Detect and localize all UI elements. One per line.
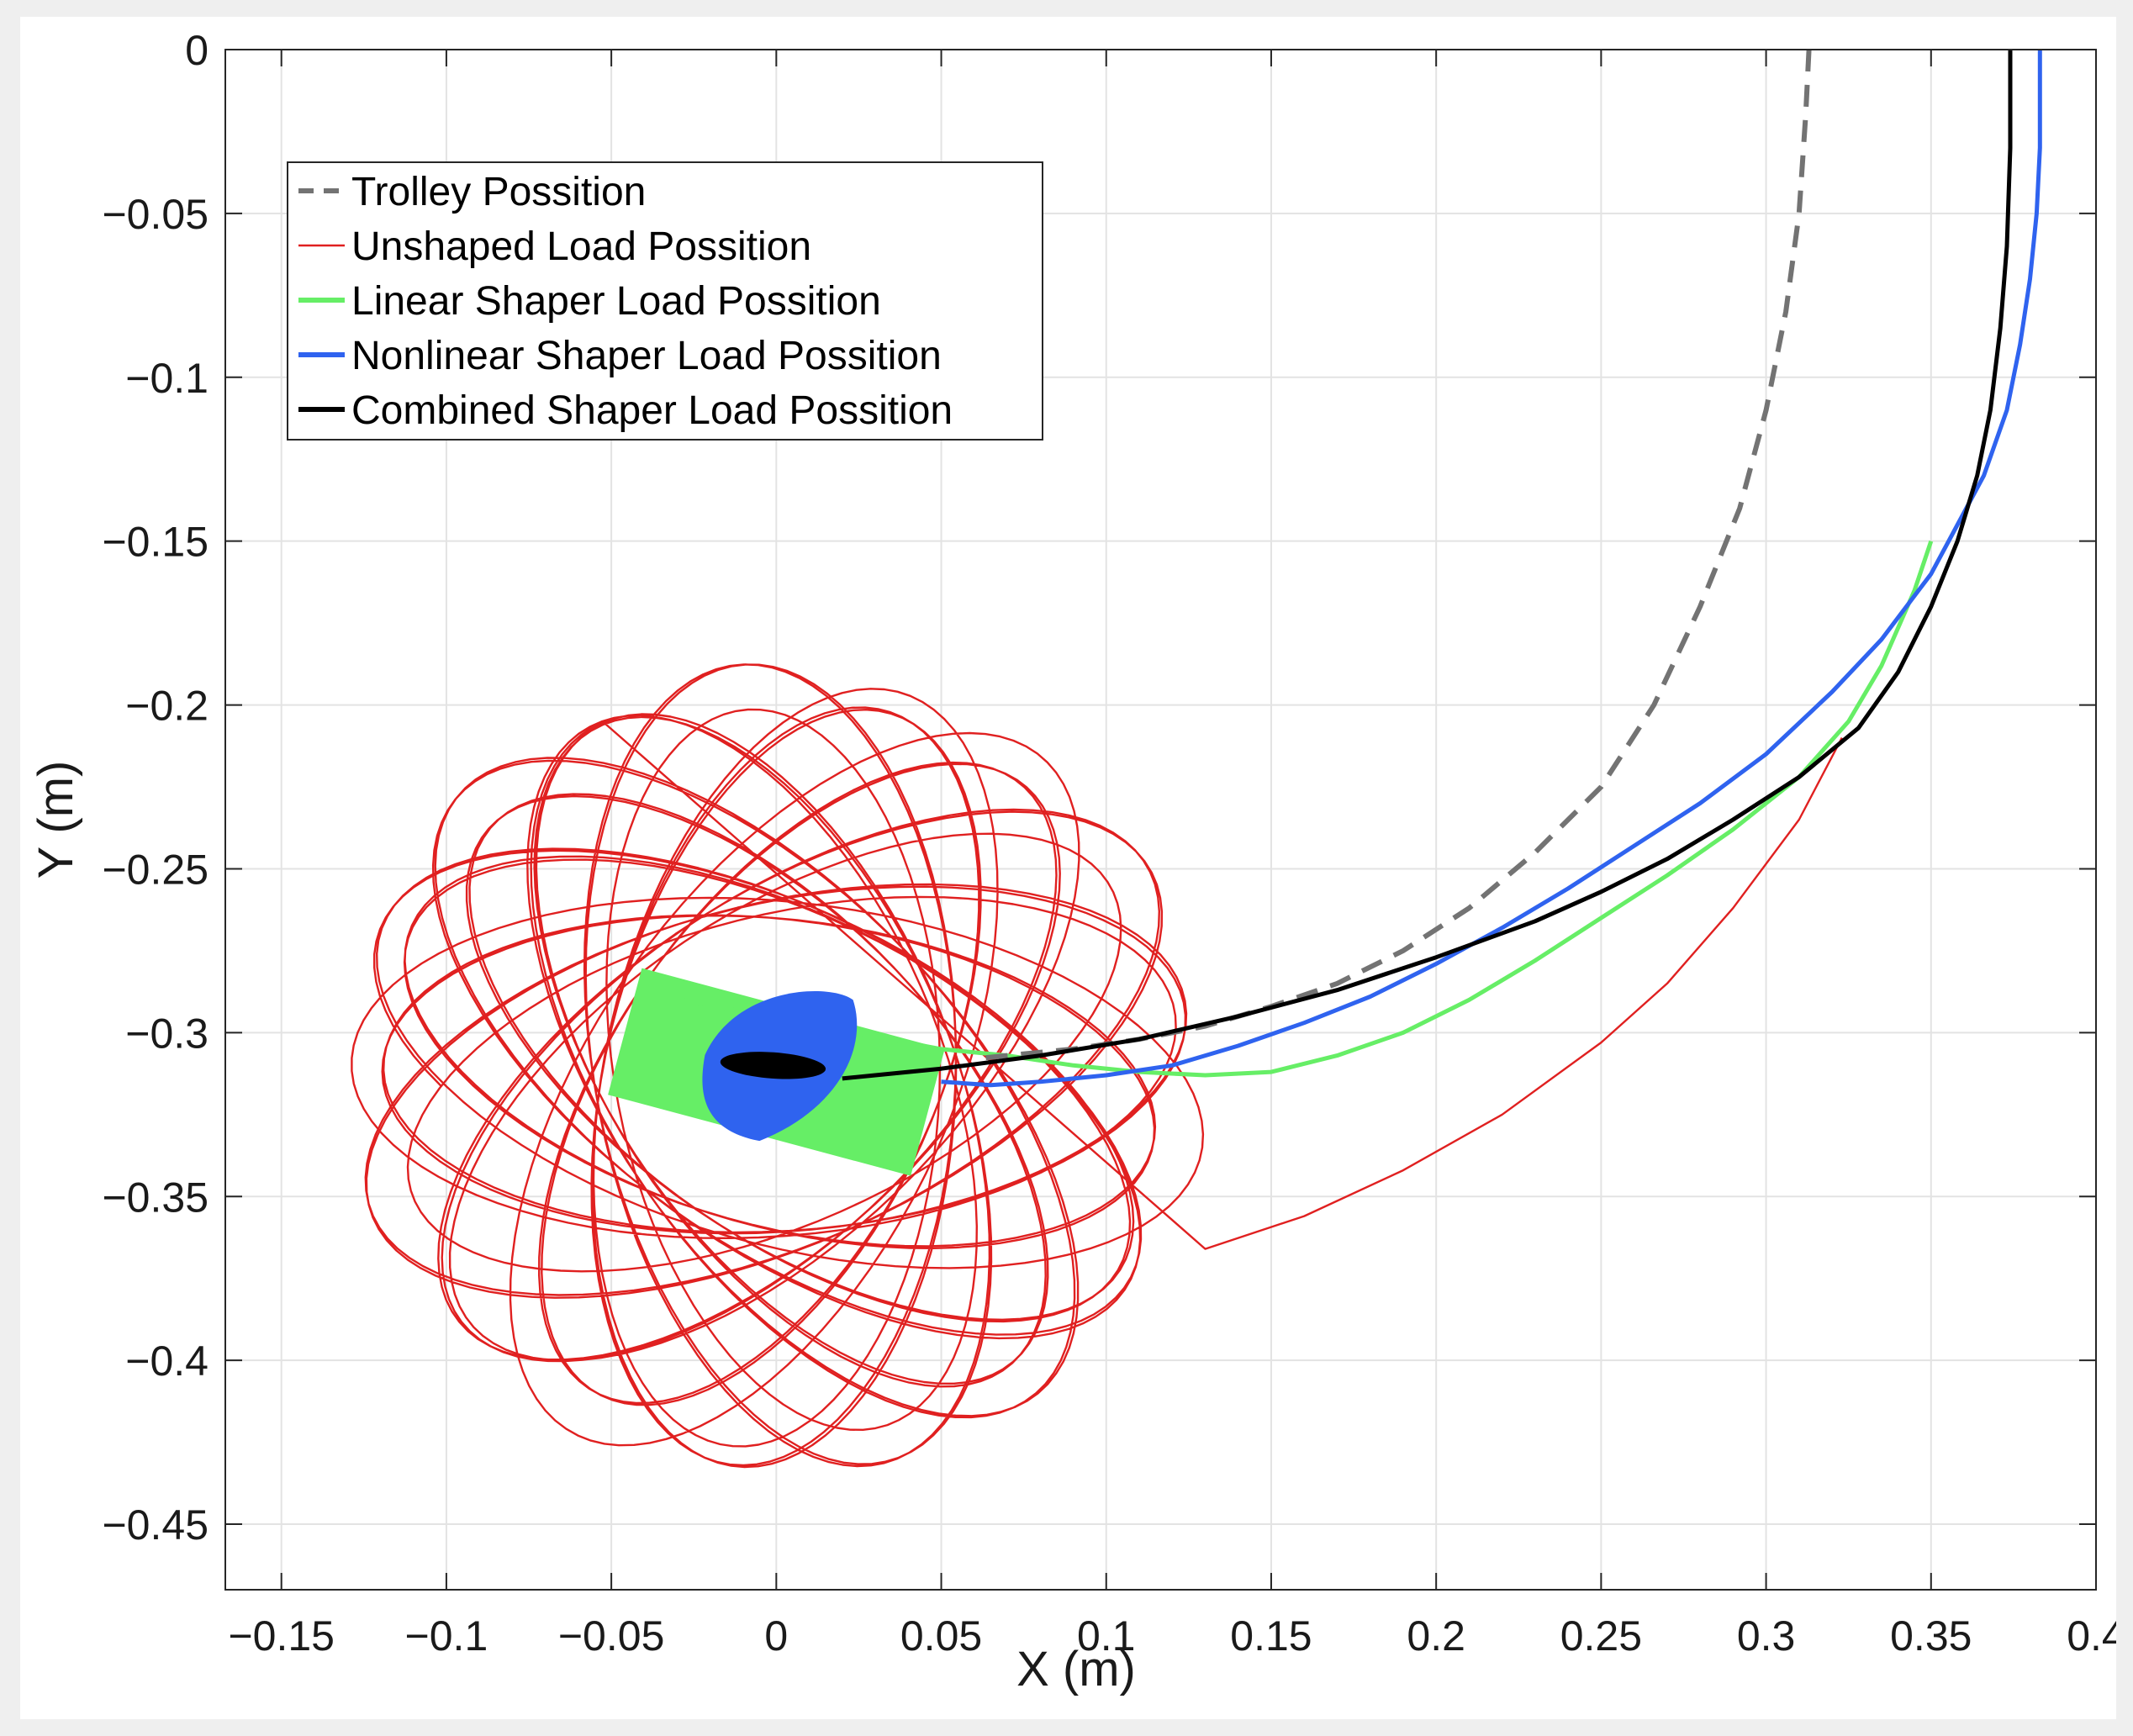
x-tick-label: 0.2 xyxy=(1407,1612,1465,1659)
x-tick-label: −0.15 xyxy=(228,1612,335,1659)
legend: Trolley Possition Unshaped Load Possitio… xyxy=(287,161,1043,441)
x-tick-label: 0.15 xyxy=(1230,1612,1312,1659)
x-tick-label: −0.1 xyxy=(405,1612,488,1659)
legend-entry-unshaped: Unshaped Load Possition xyxy=(298,224,811,269)
y-tick-label: −0.1 xyxy=(125,355,209,402)
y-tick-label: −0.45 xyxy=(102,1501,209,1549)
figure-panel: −0.15 −0.1 −0.05 0 0.05 0.1 0.15 0.2 0.25 0.3 0.35… xyxy=(20,17,2116,1719)
legend-label-linear: Linear Shaper Load Possition xyxy=(351,279,881,324)
legend-entry-linear: Linear Shaper Load Possition xyxy=(298,279,881,324)
plot-frame xyxy=(224,49,2097,1591)
y-tick-label: −0.2 xyxy=(125,683,209,730)
legend-label-unshaped: Unshaped Load Possition xyxy=(351,224,811,269)
ticks: −0.15 −0.1 −0.05 0 0.05 0.1 0.15 0.2 0.25 0.3 0.35… xyxy=(102,27,2116,1659)
series-trolley-line xyxy=(974,49,1812,1062)
series-combined-load-line xyxy=(842,50,2013,1081)
series-linear-load-line xyxy=(682,540,1934,1078)
position-chart: −0.15 −0.1 −0.05 0 0.05 0.1 0.15 0.2 0.25 0.3 0.35… xyxy=(29,27,2116,1696)
y-tick-label: −0.4 xyxy=(125,1338,209,1385)
legend-entry-trolley: Trolley Possition xyxy=(298,170,646,214)
y-tick-label: −0.05 xyxy=(102,191,209,238)
legend-label-combined: Combined Shaper Load Possition xyxy=(351,388,953,433)
x-tick-label: 0 xyxy=(764,1612,788,1659)
y-axis-title: Y (m) xyxy=(29,761,83,879)
y-tick-label: −0.35 xyxy=(102,1174,209,1221)
x-tick-label: 0.3 xyxy=(1737,1612,1796,1659)
legend-label-nonlinear: Nonlinear Shaper Load Possition xyxy=(351,334,942,378)
legend-entry-nonlinear: Nonlinear Shaper Load Possition xyxy=(298,334,942,378)
x-tick-label: 0.4 xyxy=(2067,1612,2116,1659)
x-tick-label: −0.05 xyxy=(558,1612,665,1659)
x-axis-title: X (m) xyxy=(1016,1642,1136,1696)
x-tick-label: 0.35 xyxy=(1890,1612,1972,1659)
y-tick-label: −0.3 xyxy=(125,1010,209,1057)
series-layer xyxy=(351,49,2042,1469)
x-tick-label: 0.1 xyxy=(1077,1612,1136,1659)
y-tick-label: 0 xyxy=(185,27,209,74)
x-tick-label: 0.05 xyxy=(900,1612,982,1659)
legend-entry-combined: Combined Shaper Load Possition xyxy=(298,388,953,433)
series-nonlinear-load-line xyxy=(941,50,2042,1088)
series-unshaped-load-line xyxy=(351,663,1843,1469)
y-tick-label: −0.25 xyxy=(102,846,209,893)
y-tick-label: −0.15 xyxy=(102,519,209,566)
series-combined-blob xyxy=(720,1052,826,1079)
legend-label-trolley: Trolley Possition xyxy=(351,170,646,214)
x-tick-label: 0.25 xyxy=(1560,1612,1642,1659)
legend-box xyxy=(287,161,1043,441)
